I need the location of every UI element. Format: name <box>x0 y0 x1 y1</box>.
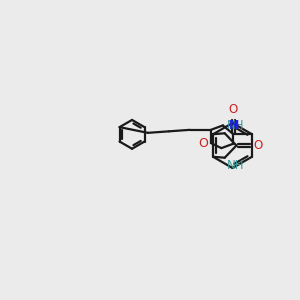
Text: O: O <box>198 136 208 150</box>
Text: NH: NH <box>227 119 244 132</box>
Text: N: N <box>229 119 239 132</box>
Text: O: O <box>229 103 238 116</box>
Text: NH: NH <box>227 159 244 172</box>
Text: O: O <box>254 139 263 152</box>
